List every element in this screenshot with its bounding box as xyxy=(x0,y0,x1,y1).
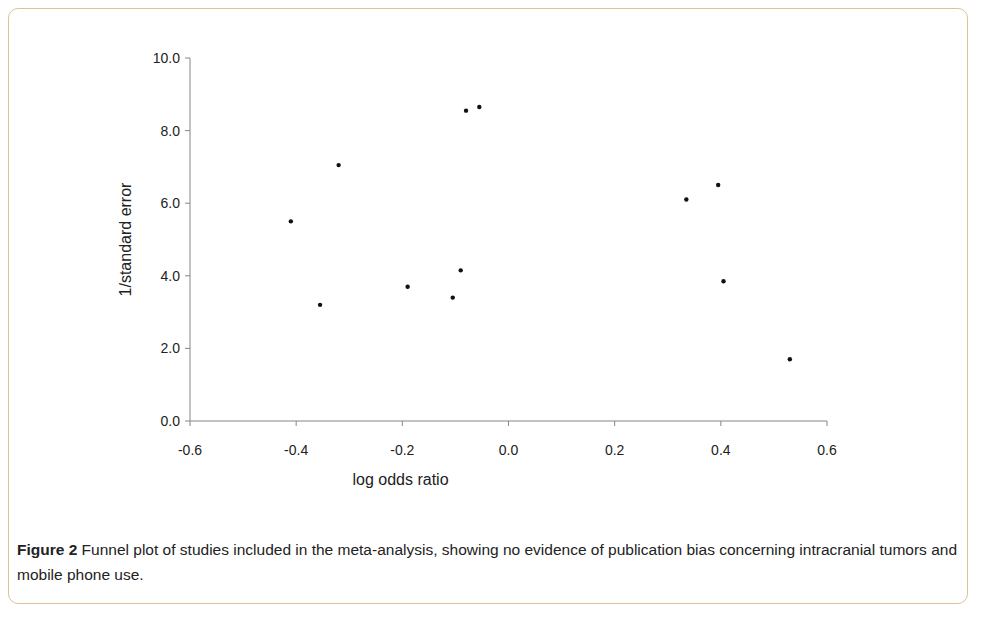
x-tick-label: 0.6 xyxy=(817,442,837,458)
point xyxy=(289,219,293,223)
point xyxy=(336,163,340,167)
x-tick xyxy=(827,421,828,426)
y-tick-label: 2.0 xyxy=(161,340,181,356)
point xyxy=(477,105,481,109)
y-tick xyxy=(185,58,190,59)
x-tick-label: -0.6 xyxy=(178,442,202,458)
point xyxy=(451,295,455,299)
chart: 0.0 2.0 4.0 6.0 8.0 10.0 -0.6 -0.4 -0.2 0.0 0.2 0.4… xyxy=(0,0,985,530)
x-tick-label: 0.2 xyxy=(605,442,625,458)
point xyxy=(716,183,720,187)
y-tick xyxy=(185,275,190,276)
y-tick xyxy=(185,130,190,131)
caption-label: Figure 2 xyxy=(17,541,77,558)
y-tick-label: 0.0 xyxy=(161,413,181,429)
x-tick xyxy=(190,421,191,426)
caption-text: Funnel plot of studies included in the m… xyxy=(17,541,957,583)
x-tick-label: -0.2 xyxy=(390,442,414,458)
caption: Figure 2 Funnel plot of studies included… xyxy=(17,537,967,587)
x-tick xyxy=(614,421,615,426)
points xyxy=(289,105,792,362)
y-tick xyxy=(185,421,190,422)
y-tick xyxy=(185,348,190,349)
y-tick-label: 10.0 xyxy=(153,50,180,66)
x-tick xyxy=(402,421,403,426)
point xyxy=(459,268,463,272)
point xyxy=(318,303,322,307)
y-tick xyxy=(185,203,190,204)
y-axis-label: 1/standard error xyxy=(117,182,134,297)
x-tick-label: 0.4 xyxy=(711,442,731,458)
y-tick-label: 6.0 xyxy=(161,195,181,211)
x-axis-label: log odds ratio xyxy=(352,471,448,488)
point xyxy=(405,284,409,288)
x-tick xyxy=(508,421,509,426)
y-axis xyxy=(190,58,191,421)
x-tick xyxy=(296,421,297,426)
x-tick xyxy=(720,421,721,426)
x-tick-label: -0.4 xyxy=(284,442,308,458)
point xyxy=(684,197,688,201)
point xyxy=(788,357,792,361)
point xyxy=(464,108,468,112)
y-tick-label: 4.0 xyxy=(161,268,181,284)
figure-frame xyxy=(8,8,968,604)
x-tick-label: 0.0 xyxy=(499,442,519,458)
y-tick-label: 8.0 xyxy=(161,123,181,139)
point xyxy=(721,279,725,283)
